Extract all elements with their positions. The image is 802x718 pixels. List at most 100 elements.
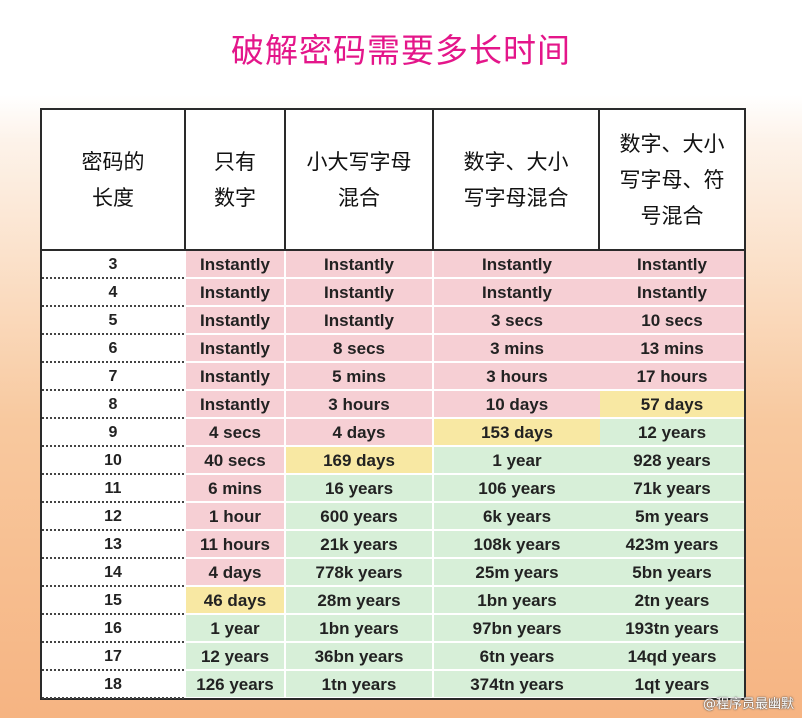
crack-time-cell: 1qt years [600,671,744,697]
crack-time-cell: 16 years [286,475,432,501]
header-numbers-mixed-case-symbols: 数字、大小 写字母、符 号混合 [600,110,744,251]
password-length-cell: 6 [42,335,184,363]
crack-time-cell: 3 hours [286,391,432,417]
crack-time-cell: Instantly [434,251,600,277]
crack-time-cell: 1bn years [434,587,600,613]
crack-time-cell: 3 hours [434,363,600,389]
header-mixed-case-line1: 小大写字母 [306,149,412,174]
header-divider [432,110,434,251]
table-row: 11 6 mins 16 years 106 years 71k years [42,475,744,503]
password-length-cell: 9 [42,419,184,447]
crack-time-cell: 778k years [286,559,432,585]
crack-time-cell: 13 mins [600,335,744,361]
crack-time-cell: 4 secs [186,419,284,445]
crack-time-cell: 4 days [286,419,432,445]
page-title: 破解密码需要多长时间 [231,31,571,70]
header-divider [598,110,600,251]
crack-time-cell: 5 mins [286,363,432,389]
crack-time-cell: Instantly [286,279,432,305]
crack-time-cell: 2tn years [600,587,744,613]
password-length-cell: 13 [42,531,184,559]
table-row: 17 12 years 36bn years 6tn years 14qd years [42,643,744,671]
crack-time-cell: 126 years [186,671,284,697]
crack-time-cell: 1tn years [286,671,432,697]
header-numbers-only-line1: 只有 [214,149,256,174]
password-length-cell: 12 [42,503,184,531]
crack-time-cell: 423m years [600,531,744,557]
crack-time-cell: 97bn years [434,615,600,641]
crack-time-cell: 928 years [600,447,744,473]
crack-time-cell: 3 mins [434,335,600,361]
table-row: 13 11 hours 21k years 108k years 423m years [42,531,744,559]
crack-time-cell: 108k years [434,531,600,557]
table-row: 18 126 years 1tn years 374tn years 1qt years [42,671,744,699]
watermark: @程序员最幽默 [702,697,794,712]
table-row: 7 Instantly 5 mins 3 hours 17 hours [42,363,744,391]
password-length-cell: 4 [42,279,184,307]
crack-time-cell: Instantly [600,251,744,277]
header-numbers-only-line2: 数字 [214,185,256,210]
header-divider [184,110,186,251]
password-length-cell: 17 [42,643,184,671]
header-numbers-only: 只有 数字 [186,110,284,251]
crack-time-cell: 1 year [434,447,600,473]
crack-time-cell: 3 secs [434,307,600,333]
crack-time-cell: 6k years [434,503,600,529]
crack-time-cell: Instantly [186,391,284,417]
crack-time-cell: Instantly [600,279,744,305]
crack-time-cell: 6 mins [186,475,284,501]
crack-time-cell: Instantly [434,279,600,305]
crack-time-cell: 1 year [186,615,284,641]
crack-time-cell: 21k years [286,531,432,557]
crack-time-cell: 4 days [186,559,284,585]
header-numbers-mixed-case: 数字、大小 写字母混合 [434,110,598,251]
table-row: 12 1 hour 600 years 6k years 5m years [42,503,744,531]
crack-time-cell: 5bn years [600,559,744,585]
header-symbols-line1: 数字、大小 [619,131,725,156]
password-length-cell: 15 [42,587,184,615]
password-length-cell: 10 [42,447,184,475]
crack-time-cell: 57 days [600,391,744,417]
crack-time-cell: Instantly [186,251,284,277]
crack-time-cell: 6tn years [434,643,600,669]
header-length-line1: 密码的 [81,149,145,174]
crack-time-cell: Instantly [186,363,284,389]
table-row: 8 Instantly 3 hours 10 days 57 days [42,391,744,419]
crack-time-cell: 106 years [434,475,600,501]
crack-time-cell: 169 days [286,447,432,473]
crack-time-cell: 153 days [434,419,600,445]
password-length-cell: 11 [42,475,184,503]
header-numbers-mixed-case-line2: 写字母混合 [463,185,569,210]
table-row: 10 40 secs 169 days 1 year 928 years [42,447,744,475]
crack-time-cell: 36bn years [286,643,432,669]
header-divider [284,110,286,251]
table-row: 3 Instantly Instantly Instantly Instantly [42,251,744,279]
crack-time-cell: 46 days [186,587,284,613]
crack-time-cell: Instantly [186,335,284,361]
table-row: 16 1 year 1bn years 97bn years 193tn years [42,615,744,643]
header-numbers-mixed-case-line1: 数字、大小 [463,149,569,174]
crack-time-cell: 40 secs [186,447,284,473]
crack-time-cell: 1 hour [186,503,284,529]
table-row: 4 Instantly Instantly Instantly Instantly [42,279,744,307]
password-length-cell: 8 [42,391,184,419]
crack-time-cell: 10 secs [600,307,744,333]
header-mixed-case: 小大写字母 混合 [286,110,432,251]
password-length-cell: 14 [42,559,184,587]
table-row: 15 46 days 28m years 1bn years 2tn years [42,587,744,615]
crack-time-cell: 8 secs [286,335,432,361]
crack-time-cell: Instantly [186,279,284,305]
crack-time-cell: 374tn years [434,671,600,697]
header-mixed-case-line2: 混合 [338,185,380,210]
header-symbols-line2: 写字母、符 [619,167,725,192]
crack-time-cell: 71k years [600,475,744,501]
crack-time-cell: Instantly [186,307,284,333]
crack-time-cell: Instantly [286,251,432,277]
table-row: 5 Instantly Instantly 3 secs 10 secs [42,307,744,335]
password-crack-table: 密码的 长度 只有 数字 小大写字母 混合 数字、大小 写字母混合 数字、大小 … [40,108,746,700]
crack-time-cell: 25m years [434,559,600,585]
header-length: 密码的 长度 [42,110,184,251]
password-length-cell: 5 [42,307,184,335]
crack-time-cell: 5m years [600,503,744,529]
crack-time-cell: 28m years [286,587,432,613]
